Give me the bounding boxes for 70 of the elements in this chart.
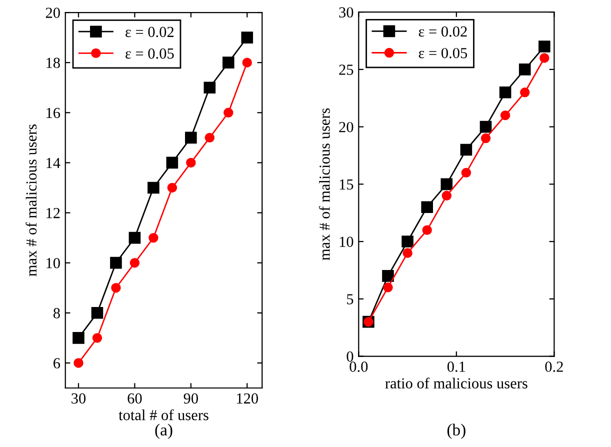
point [518,64,531,76]
x-tick-label: 60 [128,393,142,404]
point [382,270,394,282]
y-tick-label: 0 [346,351,354,362]
point [480,133,491,144]
legend-label: ε = 0.02 [126,26,174,38]
y-tick-label: 18 [46,58,60,68]
y-tick-label: 30 [339,7,354,18]
legend-label: ε = 0.02 [418,26,467,37]
x-tick-label: 0.1 [447,362,466,372]
y-tick-label: 6 [54,358,60,368]
text: (b) [447,424,466,439]
point [540,53,550,63]
y-axis-title: max # of malicious users [318,108,330,260]
point [500,110,510,120]
x-tick-label: 120 [237,393,258,404]
y-tick-label: 10 [46,258,60,268]
point [461,168,472,178]
point [91,306,104,319]
point [166,156,178,169]
y-tick-label: 5 [347,294,354,304]
y-tick-label: 16 [46,108,60,118]
point [241,32,254,44]
point [148,232,158,243]
x-tick-label: 0.2 [545,362,563,372]
y-tick-label: 14 [46,158,60,168]
y-tick-label: 20 [339,122,354,132]
point [442,190,452,200]
point [74,358,84,368]
point [422,225,432,235]
x-tick-label: 30 [72,393,86,404]
point [460,144,472,156]
x-axis-title: ratio of malicious users [385,378,528,389]
point [421,201,433,214]
point [167,182,178,193]
point [520,88,530,98]
point [185,132,197,144]
x-tick-label: 90 [184,393,198,404]
y-tick-label: 10 [340,236,354,247]
point [383,282,393,292]
legend-label: ε = 0.05 [126,48,174,59]
x-axis-title: total # of users [118,409,208,420]
point [402,236,414,248]
y-tick-label: 8 [53,308,60,318]
y-tick-label: 12 [46,208,60,218]
point [148,182,160,194]
point [130,258,140,268]
point [92,333,102,343]
legend-label: ε = 0.05 [418,48,468,58]
point [222,56,234,68]
point [204,82,216,94]
y-tick-label: 20 [46,8,60,18]
point [499,86,512,98]
y-tick-label: 25 [339,64,354,75]
point [72,332,84,344]
point [111,283,121,293]
point [186,158,196,168]
point [110,256,122,269]
y-tick-label: 15 [340,179,354,190]
point [204,132,215,143]
point [242,58,252,68]
y-axis-title: max # of malicious users [26,124,37,276]
point [440,178,453,190]
point [480,120,492,133]
point [402,248,412,258]
point [538,40,550,52]
point [224,108,234,118]
x-tick-label: 0.0 [350,362,368,372]
point [128,232,141,244]
text: (a) [155,424,172,439]
